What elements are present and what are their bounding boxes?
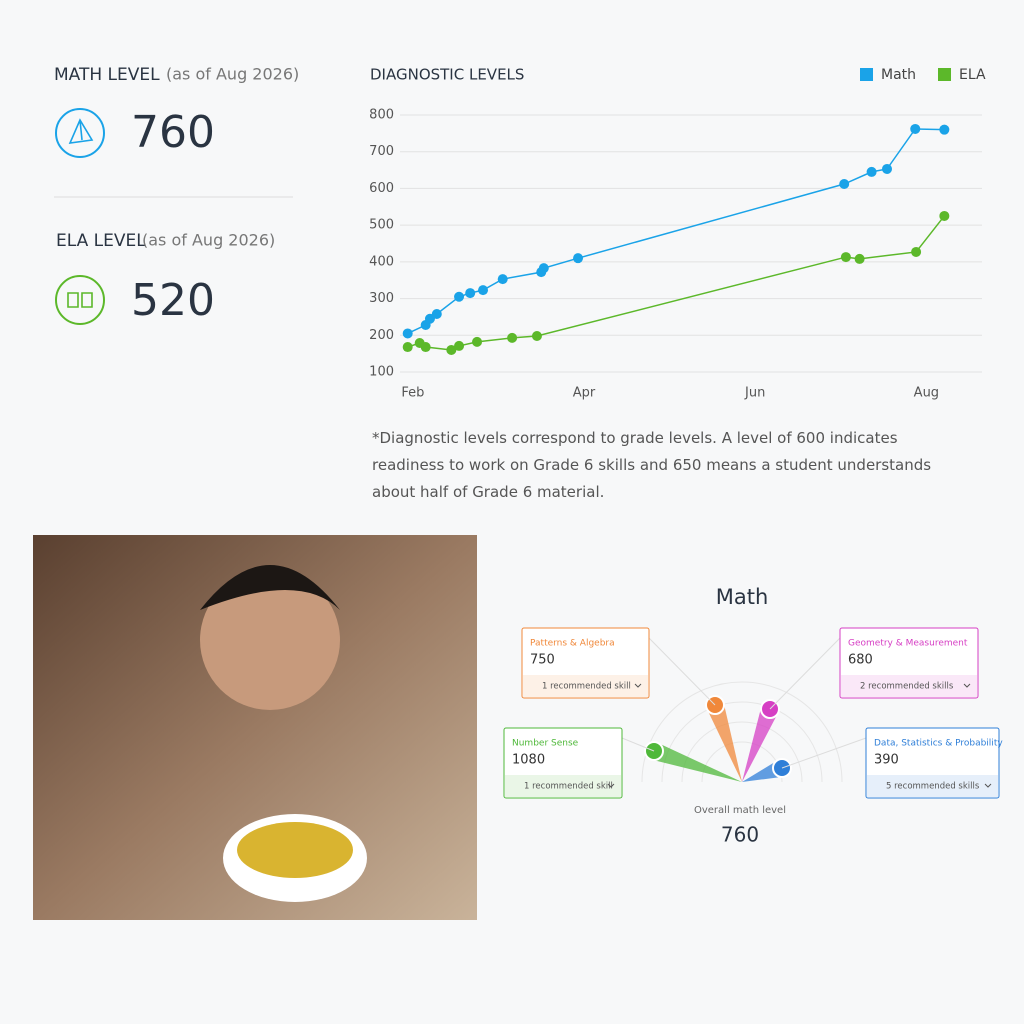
domain-skills: 1 recommended skill [542, 682, 631, 692]
series-line [407, 215, 945, 351]
domain-spoke [651, 742, 742, 782]
photo-soup [237, 822, 353, 878]
math-note: (as of Aug 2026) [166, 65, 299, 84]
domain-card-footer [867, 775, 998, 797]
domain-skills: 2 recommended skills [860, 682, 954, 692]
math-icon-glyph [68, 118, 94, 144]
data-point [497, 274, 508, 285]
domain-chevron [963, 683, 971, 688]
data-point [911, 246, 922, 257]
y-tick-label: 400 [369, 254, 394, 269]
domain-connector [648, 637, 716, 706]
legend-label: Math [881, 67, 916, 83]
data-point [939, 210, 950, 221]
data-point [446, 344, 457, 355]
x-tick-label: Jun [744, 386, 765, 401]
domain-chevron [607, 783, 615, 788]
domain-value: 680 [848, 653, 873, 668]
x-tick-label: Apr [573, 386, 596, 401]
ela-value: 520 [131, 275, 215, 326]
data-point [454, 291, 465, 302]
domain-spoke [742, 705, 779, 782]
domain-card-footer [841, 675, 977, 697]
domain-name: Patterns & Algebra [530, 639, 615, 649]
y-tick-label: 700 [369, 144, 394, 159]
domain-connector [769, 637, 841, 710]
y-tick-label: 300 [369, 291, 394, 306]
data-point [840, 252, 851, 263]
y-tick-label: 600 [369, 181, 394, 196]
domain-name: Data, Statistics & Probability [874, 739, 1003, 749]
domain-value: 390 [874, 753, 899, 768]
domain-card [521, 627, 650, 699]
domain-card-footer [523, 675, 648, 697]
footnote: *Diagnostic levels correspond to grade l… [372, 429, 932, 501]
data-point [472, 336, 483, 347]
domain-card-footer [505, 775, 621, 797]
data-point [531, 331, 542, 342]
domain-card [865, 727, 1000, 799]
ela-label: ELA LEVEL [56, 231, 146, 251]
math-icon [55, 108, 105, 158]
domain-card [503, 727, 623, 799]
data-point [431, 308, 442, 319]
domain-value: 1080 [512, 753, 545, 768]
domain-connector [781, 737, 867, 769]
domain-name: Geometry & Measurement [848, 639, 968, 649]
y-tick-label: 800 [369, 108, 394, 123]
y-tick-label: 200 [369, 328, 394, 343]
ela-icon [55, 275, 105, 325]
data-point [866, 166, 877, 177]
legend-swatch [860, 68, 873, 81]
data-point [420, 342, 431, 353]
data-point [839, 179, 850, 190]
y-tick-label: 500 [369, 218, 394, 233]
domain-value: 750 [530, 653, 555, 668]
data-point [402, 328, 413, 339]
series-line [407, 128, 945, 335]
math-value: 760 [131, 107, 215, 158]
overall-value: 760 [721, 823, 759, 847]
data-point [910, 123, 921, 134]
data-point [465, 288, 476, 299]
domain-connector [621, 737, 655, 752]
data-point [939, 124, 950, 135]
data-point [538, 263, 549, 274]
chart-title: DIAGNOSTIC LEVELS [370, 66, 524, 84]
x-tick-label: Aug [914, 386, 939, 401]
data-point [573, 253, 584, 264]
photo-hair [200, 565, 340, 610]
domain-spoke [706, 702, 742, 782]
domain-card [839, 627, 979, 699]
data-point [478, 285, 489, 296]
data-point [402, 342, 413, 353]
domain-chevron [634, 683, 642, 688]
legend-label: ELA [959, 67, 986, 83]
fan-arcs [641, 681, 843, 783]
data-point [454, 340, 465, 351]
ela-note: (as of Aug 2026) [142, 231, 275, 250]
photo-face [200, 570, 340, 710]
breakdown-title: Math [716, 585, 769, 609]
data-point [881, 163, 892, 174]
legend-swatch [938, 68, 951, 81]
x-tick-label: Feb [401, 386, 424, 401]
overall-label: Overall math level [694, 805, 786, 816]
domain-name: Number Sense [512, 739, 579, 749]
domain-skills: 1 recommended skill [524, 782, 613, 792]
y-tick-label: 100 [369, 365, 394, 380]
math-label: MATH LEVEL [54, 65, 160, 85]
domain-chevron [984, 783, 992, 788]
data-point [507, 332, 518, 343]
data-point [854, 253, 865, 264]
ela-icon-glyph [67, 292, 93, 308]
domain-skills: 5 recommended skills [886, 782, 980, 792]
